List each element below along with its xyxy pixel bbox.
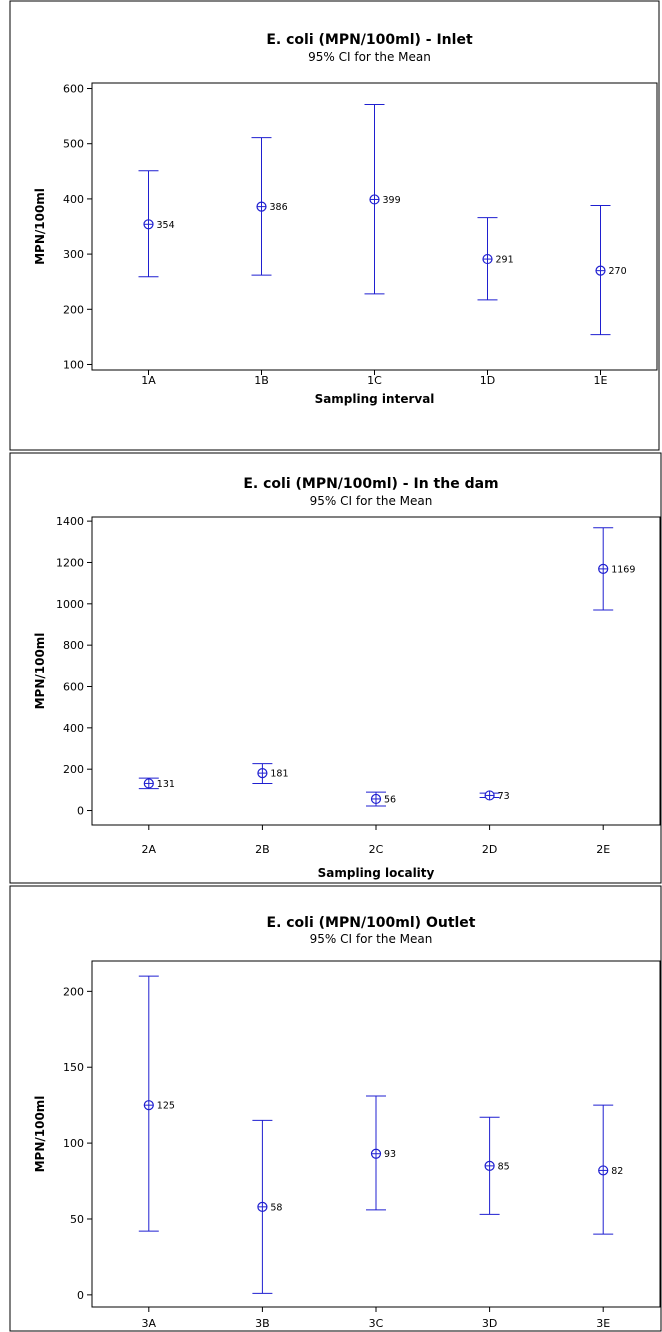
chart-subtitle: 95% CI for the Mean bbox=[310, 932, 433, 946]
mean-data-label: 125 bbox=[157, 1101, 175, 1112]
x-tick-label: 3B bbox=[255, 1317, 270, 1330]
x-tick-label: 2C bbox=[369, 843, 384, 856]
plot-area bbox=[91, 516, 661, 826]
x-tick-label: 1A bbox=[141, 374, 156, 387]
ci-interval bbox=[479, 1116, 500, 1215]
ci-interval bbox=[138, 777, 159, 790]
y-axis-label: MPN/100ml bbox=[33, 1096, 47, 1173]
chart-title: E. coli (MPN/100ml) - Inlet bbox=[266, 32, 473, 48]
chart-frame bbox=[9, 0, 660, 451]
ci-interval bbox=[366, 791, 386, 807]
x-tick-label: 3D bbox=[482, 1317, 497, 1330]
chart-frame bbox=[9, 452, 662, 884]
ci-interval bbox=[251, 137, 272, 276]
ci-interval bbox=[366, 1095, 386, 1211]
mean-data-label: 56 bbox=[384, 794, 396, 805]
y-tick-label: 1000 bbox=[56, 598, 84, 611]
y-tick-label: 1200 bbox=[56, 556, 84, 569]
x-tick-label: 2D bbox=[482, 843, 497, 856]
x-tick-label: 1C bbox=[367, 374, 382, 387]
chart-subtitle: 95% CI for the Mean bbox=[310, 494, 433, 508]
ci-interval bbox=[477, 217, 498, 301]
mean-data-label: 354 bbox=[157, 220, 175, 231]
ci-interval bbox=[593, 1104, 614, 1235]
x-tick-label: 2E bbox=[596, 843, 610, 856]
mean-data-label: 399 bbox=[383, 195, 401, 206]
ci-interval bbox=[138, 170, 159, 278]
ci-interval bbox=[364, 104, 385, 295]
chart-title: E. coli (MPN/100ml) - In the dam bbox=[243, 476, 498, 492]
x-tick-label: 1E bbox=[594, 374, 608, 387]
y-tick-label: 100 bbox=[63, 358, 84, 371]
x-tick-label: 2B bbox=[255, 843, 270, 856]
ci-interval bbox=[138, 975, 159, 1232]
chart-subtitle: 95% CI for the Mean bbox=[308, 50, 431, 64]
y-tick-label: 200 bbox=[63, 303, 84, 316]
y-tick-label: 600 bbox=[63, 681, 84, 694]
x-tick-label: 3A bbox=[142, 1317, 157, 1330]
ci-interval bbox=[479, 790, 500, 801]
y-axis-label: MPN/100ml bbox=[33, 188, 47, 265]
ci-interval bbox=[590, 205, 611, 336]
x-tick-label: 3C bbox=[369, 1317, 384, 1330]
mean-data-label: 85 bbox=[498, 1161, 510, 1172]
x-tick-label: 1B bbox=[254, 374, 269, 387]
ci-interval bbox=[252, 1119, 273, 1294]
ci-interval bbox=[252, 763, 273, 784]
mean-data-label: 270 bbox=[609, 266, 627, 277]
x-axis-label: Sampling interval bbox=[315, 392, 435, 406]
y-tick-label: 600 bbox=[63, 83, 84, 96]
x-tick-label: 3E bbox=[596, 1317, 610, 1330]
y-tick-label: 100 bbox=[63, 1137, 84, 1150]
y-tick-label: 400 bbox=[63, 722, 84, 735]
y-tick-label: 200 bbox=[63, 985, 84, 998]
y-tick-label: 400 bbox=[63, 193, 84, 206]
mean-data-label: 1169 bbox=[611, 564, 635, 575]
chart-1: E. coli (MPN/100ml) - Inlet 95% CI for th… bbox=[9, 0, 660, 451]
mean-data-label: 58 bbox=[270, 1202, 282, 1213]
mean-data-label: 131 bbox=[157, 779, 175, 790]
mean-data-label: 291 bbox=[496, 255, 514, 266]
y-tick-label: 300 bbox=[63, 248, 84, 261]
y-axis-label: MPN/100ml bbox=[33, 633, 47, 710]
y-tick-label: 800 bbox=[63, 639, 84, 652]
y-tick-label: 1400 bbox=[56, 515, 84, 528]
mean-data-label: 386 bbox=[270, 202, 288, 213]
mean-data-label: 93 bbox=[384, 1149, 396, 1160]
x-axis-label: Sampling locality bbox=[318, 866, 435, 880]
y-tick-label: 500 bbox=[63, 138, 84, 151]
y-tick-label: 0 bbox=[77, 1289, 84, 1302]
x-tick-label: 2A bbox=[142, 843, 157, 856]
y-tick-label: 200 bbox=[63, 763, 84, 776]
y-tick-label: 50 bbox=[70, 1213, 84, 1226]
chart-frame bbox=[9, 885, 662, 1332]
ci-interval bbox=[593, 527, 614, 611]
mean-data-label: 82 bbox=[611, 1166, 623, 1177]
mean-data-label: 181 bbox=[270, 769, 288, 780]
y-tick-label: 150 bbox=[63, 1061, 84, 1074]
y-tick-label: 0 bbox=[77, 805, 84, 818]
chart-2: E. coli (MPN/100ml) - In the dam 95% CI f… bbox=[9, 452, 662, 884]
x-tick-label: 1D bbox=[480, 374, 495, 387]
mean-data-label: 73 bbox=[498, 791, 510, 802]
chart-title: E. coli (MPN/100ml) Outlet bbox=[267, 915, 476, 931]
